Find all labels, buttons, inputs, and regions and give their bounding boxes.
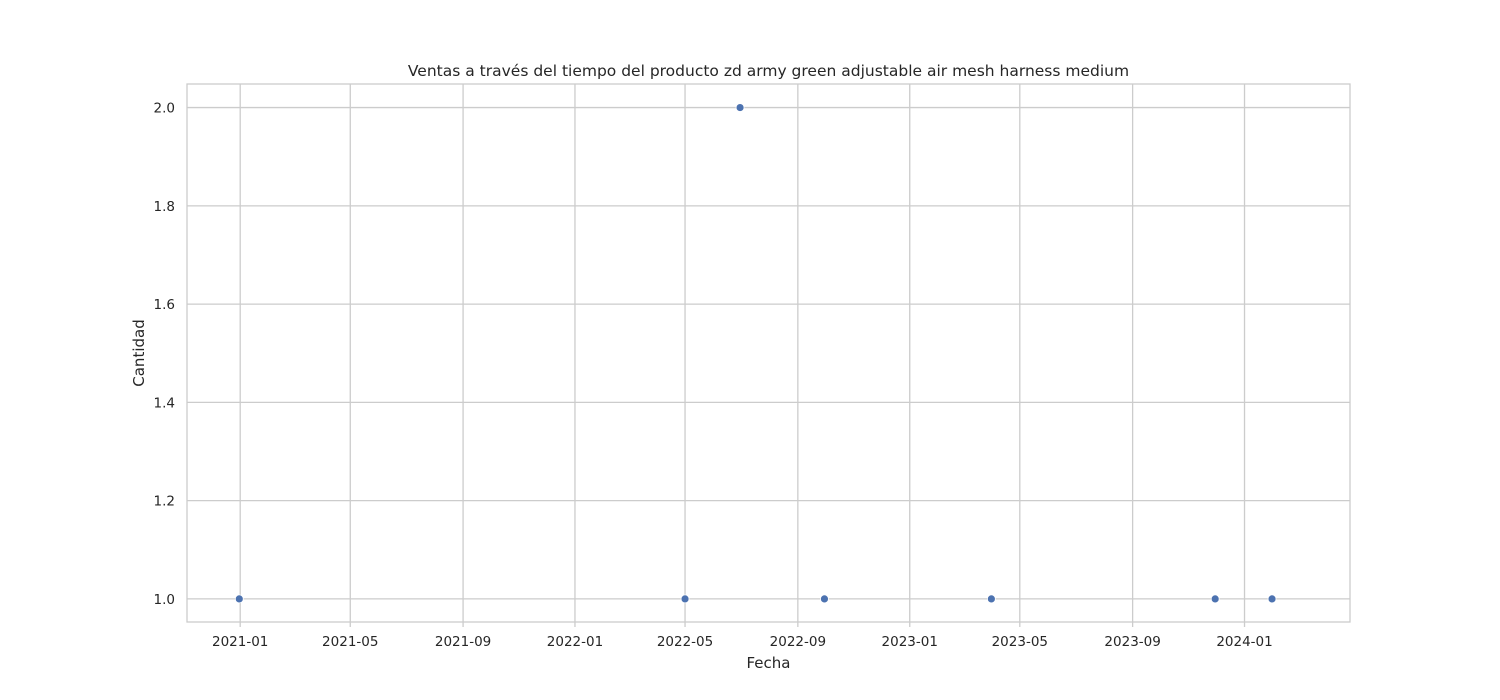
y-tick-labels: 1.0 1.2 1.4 1.6 1.8 2.0	[154, 101, 175, 608]
data-point	[820, 594, 829, 604]
y-tick-label: 2.0	[154, 101, 175, 117]
y-tick-label: 1.8	[154, 199, 175, 215]
x-tick-label: 2022-05	[657, 634, 713, 650]
y-tick-label: 1.2	[154, 494, 175, 510]
plot-frame	[186, 83, 1351, 623]
x-tick-label: 2023-09	[1104, 634, 1160, 650]
data-point	[1210, 594, 1220, 604]
y-tick-label: 1.0	[154, 592, 175, 608]
x-tick-label: 2022-01	[547, 634, 603, 650]
x-tick-label: 2021-09	[435, 634, 491, 650]
y-axis-label: Cantidad	[130, 319, 148, 386]
data-point	[986, 594, 996, 604]
data-point	[1267, 594, 1277, 604]
x-tick-label: 2023-01	[882, 634, 938, 650]
x-tick-label: 2022-09	[770, 634, 826, 650]
y-tick-label: 1.6	[154, 297, 175, 313]
x-tick-label: 2021-05	[322, 634, 378, 650]
y-gridlines	[187, 106, 1350, 600]
x-axis-label: Fecha	[747, 654, 791, 672]
data-point	[680, 594, 690, 604]
y-tick-label: 1.4	[154, 395, 175, 411]
chart-title: Ventas a través del tiempo del producto …	[408, 62, 1129, 80]
data-point	[234, 594, 244, 604]
data-point	[735, 103, 745, 112]
data-points	[234, 103, 1277, 604]
x-tick-labels: 2021-01 2021-05 2021-09 2022-01 2022-05 2022-…	[212, 634, 1273, 650]
x-tick-label: 2024-01	[1216, 634, 1272, 650]
x-tick-label: 2021-01	[212, 634, 268, 650]
x-tick-label: 2023-05	[992, 634, 1048, 650]
x-gridlines	[239, 84, 1246, 627]
